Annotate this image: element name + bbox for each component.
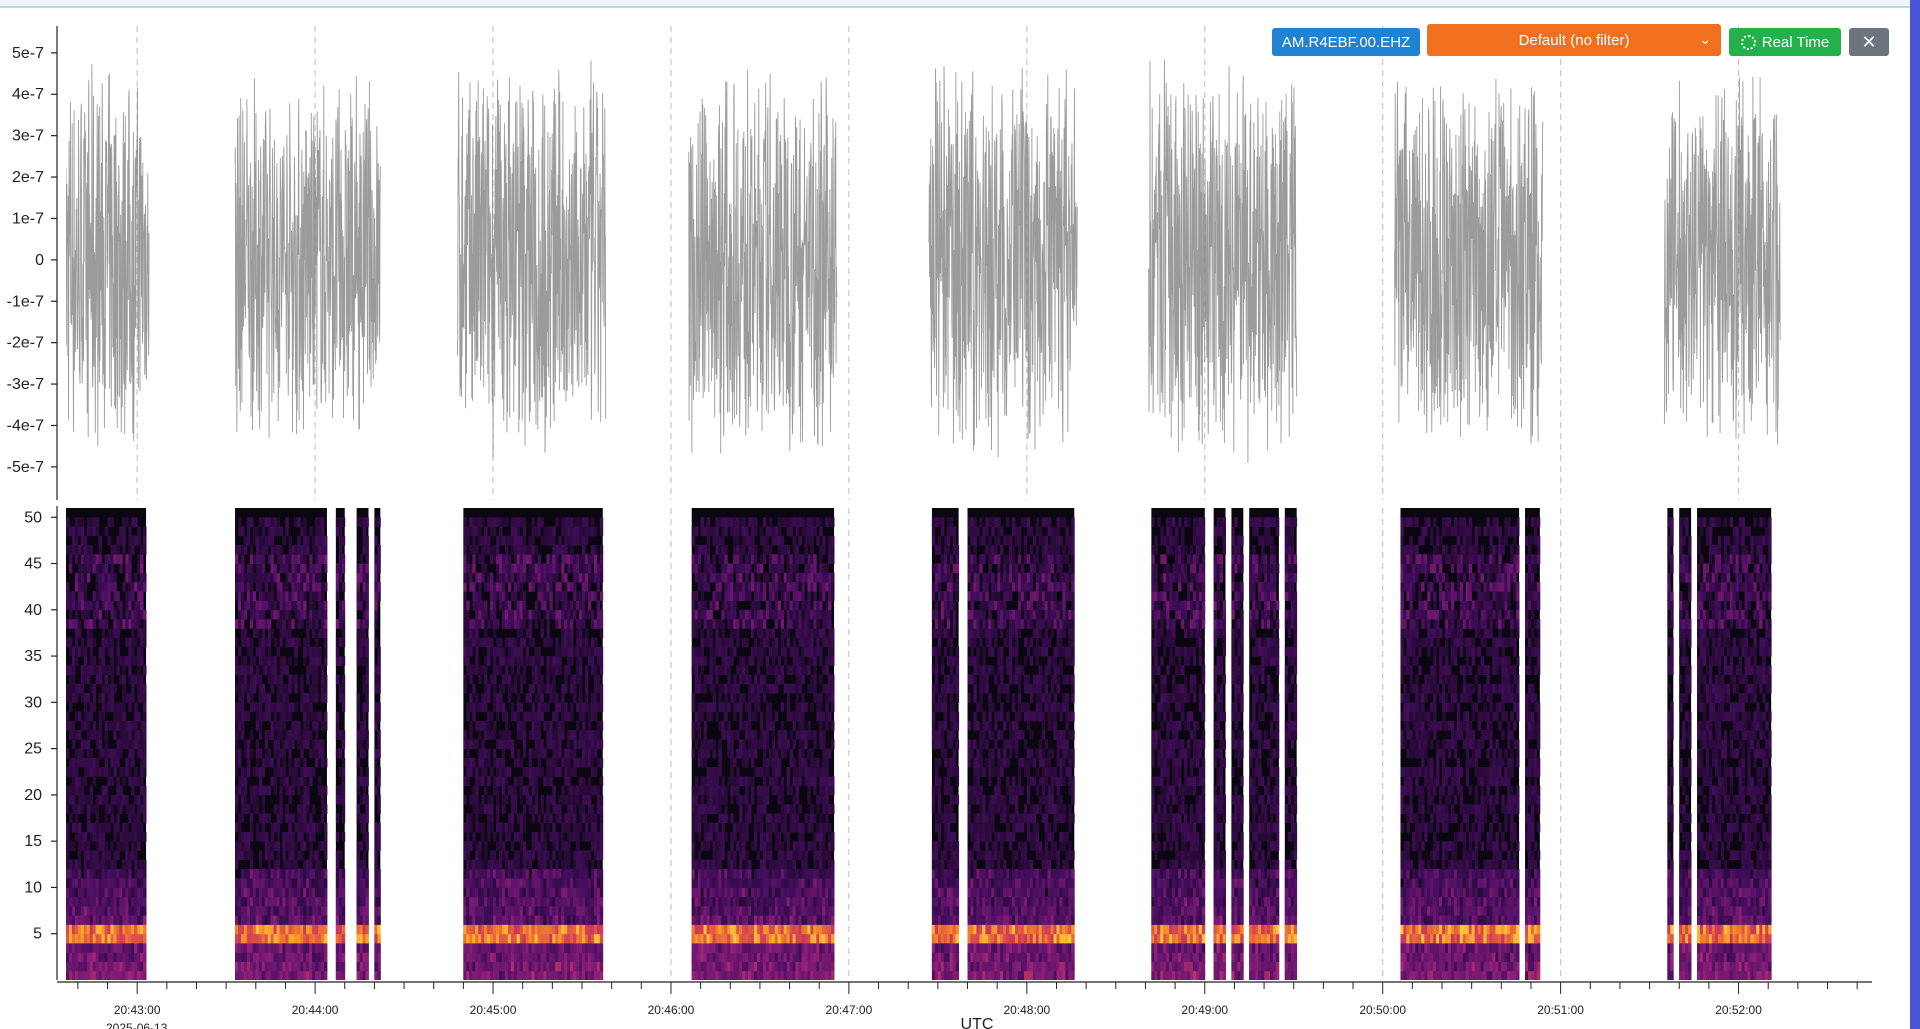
- y-tick-label: -3e-7: [7, 376, 44, 393]
- spectrogram-block: [1525, 508, 1541, 980]
- y-tick-label: 2e-7: [12, 169, 44, 186]
- x-tick-label: 20:52:00: [1715, 1003, 1762, 1017]
- y-tick-label: -4e-7: [7, 417, 44, 434]
- spectrogram-block: [1400, 508, 1520, 980]
- chevron-down-icon: ⌄: [1699, 31, 1711, 47]
- window-edge: [1910, 0, 1920, 1029]
- y-tick-label: 40: [24, 602, 42, 619]
- station-label: AM.R4EBF.00.EHZ: [1281, 33, 1411, 51]
- waveform-traces: [66, 59, 1781, 463]
- spectrogram-block: [967, 508, 1075, 980]
- waveform-segment: [66, 64, 150, 447]
- waveform-segment: [688, 70, 838, 454]
- top-border: [0, 0, 1920, 8]
- x-tick-label: 20:46:00: [648, 1003, 695, 1017]
- x-tick-label: 20:45:00: [470, 1003, 517, 1017]
- x-tick-label: 20:47:00: [826, 1003, 873, 1017]
- waveform-segment: [928, 65, 1078, 458]
- y-tick-label: 20: [24, 787, 42, 804]
- y-tick-label: -2e-7: [7, 335, 44, 352]
- y-tick-label: 50: [24, 509, 42, 526]
- spectrogram-block: [1667, 508, 1674, 980]
- y-tick-label: 4e-7: [12, 86, 44, 103]
- y-tick-label: 3e-7: [12, 128, 44, 145]
- spectrogram-block: [1697, 508, 1772, 980]
- realtime-label: Real Time: [1761, 33, 1830, 51]
- spectrogram-block: [1249, 508, 1280, 980]
- y-tick-label: 5e-7: [12, 45, 44, 62]
- station-button[interactable]: AM.R4EBF.00.EHZ: [1272, 28, 1420, 56]
- spectrogram-blocks: [66, 508, 1772, 980]
- spinner-icon: [1740, 34, 1756, 50]
- waveform-segment: [1394, 78, 1544, 444]
- y-tick-label: 30: [24, 694, 42, 711]
- y-tick-label: 45: [24, 556, 42, 573]
- x-axis-label: UTC: [961, 1016, 994, 1029]
- spectrogram-block: [691, 508, 835, 980]
- x-tick-label: 20:51:00: [1537, 1003, 1584, 1017]
- date-label: 2025-06-13: [106, 1021, 168, 1029]
- y-tick-label: 5: [33, 926, 42, 943]
- spectrogram-block: [335, 508, 346, 980]
- waveform-segment: [1147, 59, 1298, 463]
- x-tick-label: 20:50:00: [1359, 1003, 1406, 1017]
- axes: 5e-7 4e-7 3e-7 2e-7 1e-7 0 -1e-7 -2e-7 -3e-7 -4e-…: [7, 26, 1872, 1017]
- y-tick-label: 25: [24, 741, 42, 758]
- x-tick-label: 20:44:00: [292, 1003, 339, 1017]
- spectrogram-block: [931, 508, 960, 980]
- y-tick-label: 0: [35, 252, 44, 269]
- filter-select[interactable]: Default (no filter) ⌄: [1427, 24, 1721, 56]
- waveform-segment: [1663, 76, 1781, 445]
- spectrogram-block: [374, 508, 381, 980]
- y-tick-label: 15: [24, 833, 42, 850]
- y-tick-label: -1e-7: [7, 293, 44, 310]
- x-tick-label: 20:43:00: [114, 1003, 161, 1017]
- spectrogram-block: [235, 508, 328, 980]
- x-tick-label: 20:48:00: [1003, 1003, 1050, 1017]
- waveform-segment: [234, 75, 381, 438]
- close-button[interactable]: ✕: [1849, 28, 1889, 56]
- spectrogram-block: [66, 508, 147, 980]
- spectrogram-block: [463, 508, 604, 980]
- x-tick-label: 20:49:00: [1181, 1003, 1228, 1017]
- spectrogram-block: [1231, 508, 1244, 980]
- filter-label: Default (no filter): [1518, 31, 1630, 49]
- y-tick-label: 1e-7: [12, 210, 44, 227]
- spectrogram-block: [1284, 508, 1298, 980]
- realtime-button[interactable]: Real Time: [1729, 28, 1841, 56]
- y-tick-label: 35: [24, 648, 42, 665]
- waveform-segment: [456, 60, 607, 457]
- y-tick-label: -5e-7: [7, 459, 44, 476]
- spectrogram-block: [1151, 508, 1206, 980]
- spectrogram-block: [1213, 508, 1226, 980]
- y-tick-label: 10: [24, 879, 42, 896]
- close-icon: ✕: [1861, 31, 1877, 52]
- spectrogram-block: [1679, 508, 1692, 980]
- spectrogram-block: [356, 508, 369, 980]
